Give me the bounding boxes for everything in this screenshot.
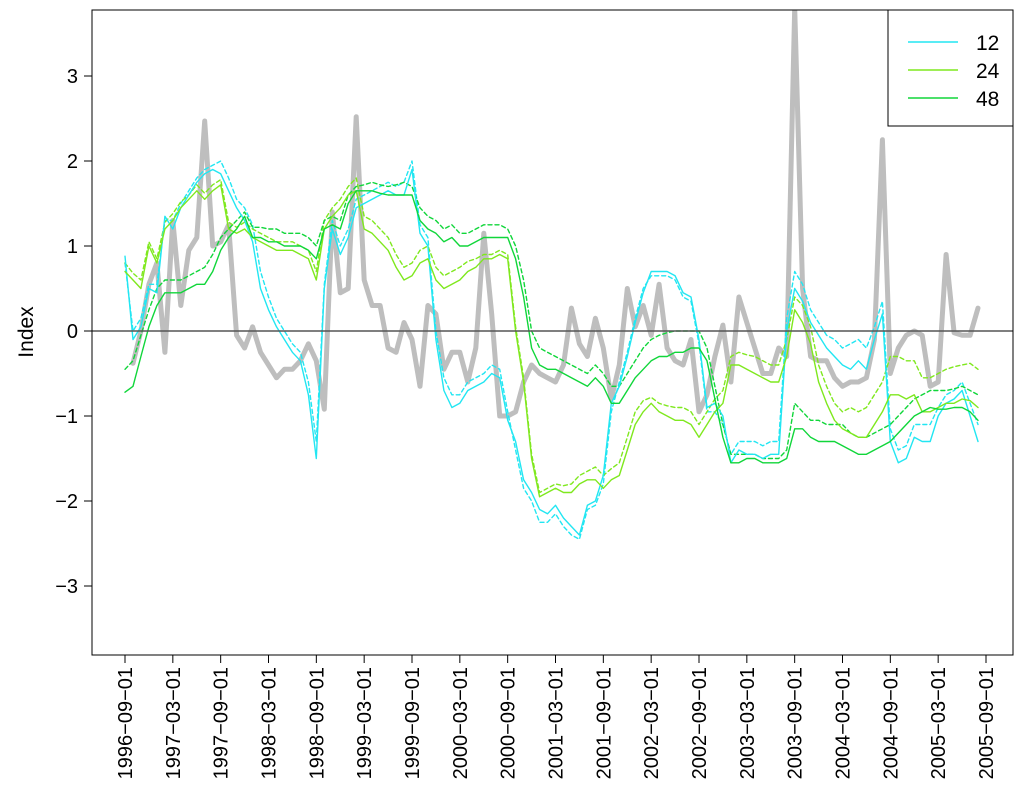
y-axis-title: Index xyxy=(15,306,38,358)
y-tick-label: −2 xyxy=(55,491,78,513)
x-tick-label: 2001−03−01 xyxy=(546,667,568,779)
legend: 12 24 48 xyxy=(887,9,1014,127)
series-line-48-dashed xyxy=(124,181,979,460)
x-axis: 1996−09−01 1997−03−01 1997−09−01 1998−03−01… xyxy=(115,654,998,779)
legend-label-12: 12 xyxy=(976,32,999,55)
x-tick-label: 2003−03−01 xyxy=(737,667,759,779)
x-tick-label: 1999−03−01 xyxy=(354,667,376,779)
series-line-24-dashed xyxy=(124,177,979,494)
x-tick-label: 2005−09−01 xyxy=(976,667,998,779)
x-tick-label: 1997−03−01 xyxy=(163,667,185,779)
x-tick-label: 2004−03−01 xyxy=(833,667,855,779)
x-tick-label: 2005−03−01 xyxy=(928,667,950,779)
legend-label-24: 24 xyxy=(976,60,1000,83)
x-tick-label: 2001−09−01 xyxy=(593,667,615,779)
x-tick-label: 2002−03−01 xyxy=(641,667,663,779)
x-tick-label: 2004−09−01 xyxy=(880,667,902,779)
series-line-24-solid xyxy=(124,184,979,498)
x-tick-label: 2000−09−01 xyxy=(498,667,520,779)
y-axis: −3 −2 −1 0 1 2 3 xyxy=(55,66,92,598)
y-tick-label: −1 xyxy=(55,406,78,428)
x-tick-label: 1999−09−01 xyxy=(402,667,424,779)
y-tick-label: 2 xyxy=(67,151,78,173)
y-tick-label: 3 xyxy=(67,66,78,88)
y-tick-label: 0 xyxy=(67,321,78,343)
x-tick-label: 2000−03−01 xyxy=(450,667,472,779)
series-line-48-solid xyxy=(124,190,979,464)
series-line-12-dashed xyxy=(124,160,979,540)
y-tick-label: 1 xyxy=(67,236,78,258)
x-tick-label: 1997−09−01 xyxy=(211,667,233,779)
x-tick-label: 1998−09−01 xyxy=(306,667,328,779)
legend-box xyxy=(887,9,1014,127)
y-tick-label: −3 xyxy=(55,576,78,598)
series-line-12-solid xyxy=(124,168,979,536)
x-tick-label: 1996−09−01 xyxy=(115,667,137,779)
x-tick-label: 2003−09−01 xyxy=(785,667,807,779)
legend-label-48: 48 xyxy=(976,88,999,111)
series-layer xyxy=(124,10,981,540)
x-tick-label: 2002−09−01 xyxy=(689,667,711,779)
series-line-observed xyxy=(130,10,981,419)
x-tick-label: 1998−03−01 xyxy=(259,667,281,779)
